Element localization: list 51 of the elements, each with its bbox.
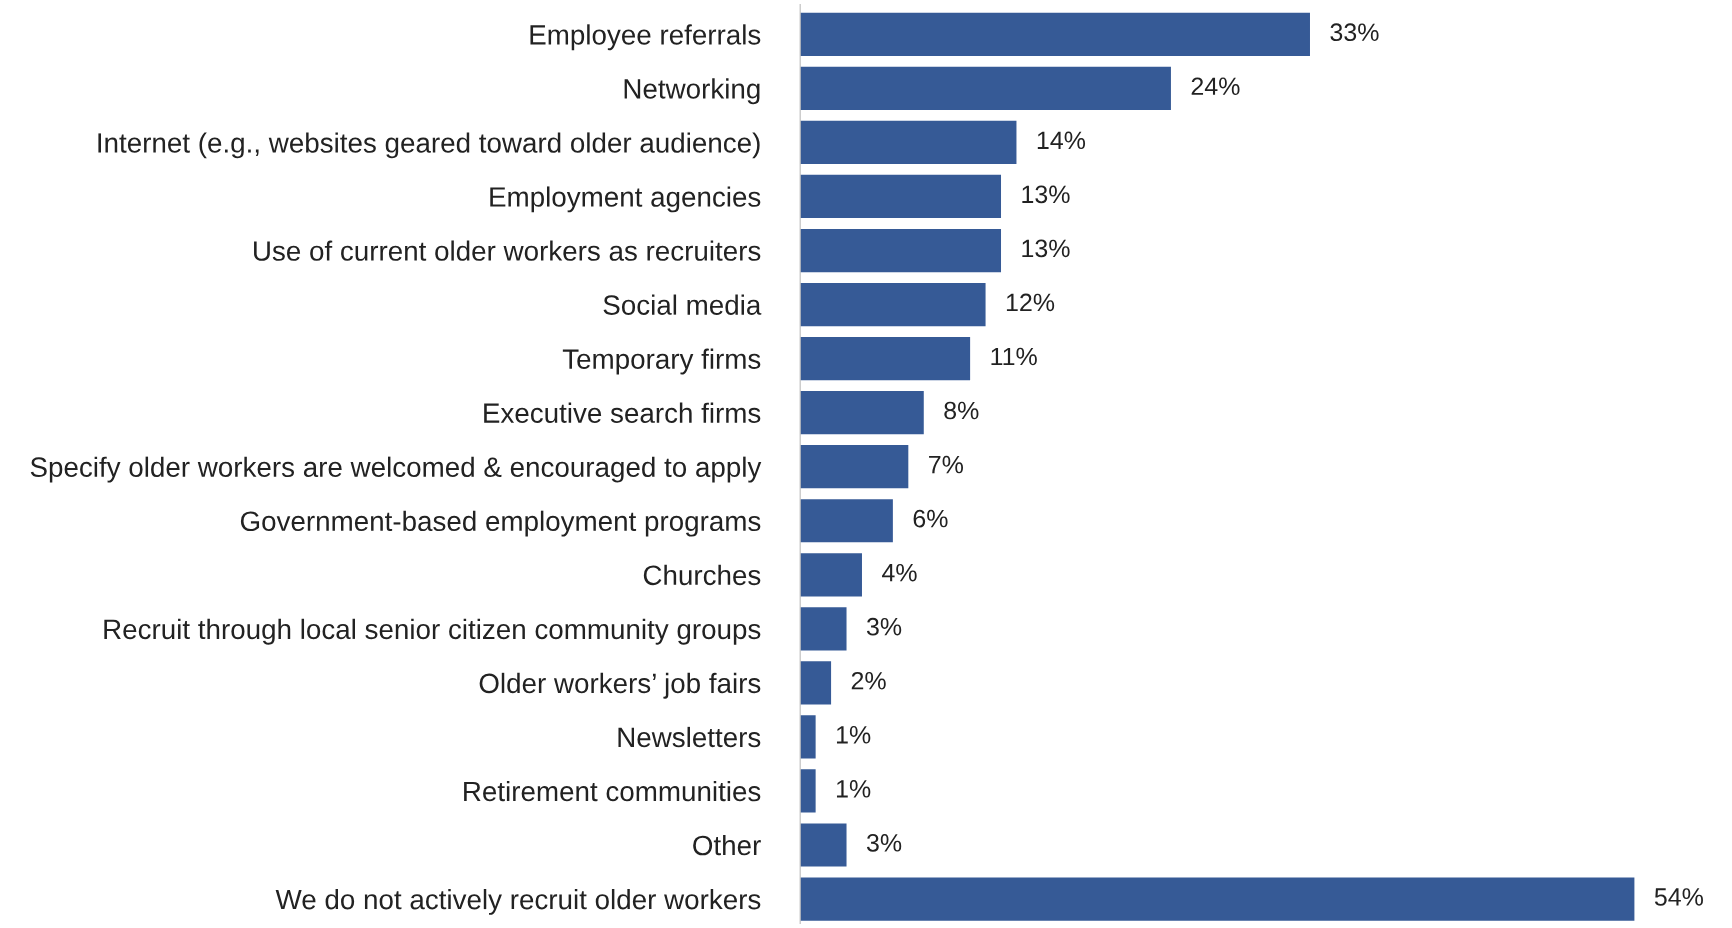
bar	[800, 282, 986, 327]
data-label: 12%	[1006, 293, 1055, 312]
bar	[800, 228, 1002, 273]
bar	[800, 877, 1635, 921]
data-label: 13%	[1022, 239, 1070, 258]
y-tick-label: Other	[693, 834, 761, 856]
y-tick-label: Use of current older workers as recruiters	[254, 240, 761, 261]
y-tick-label: Newsletters	[618, 726, 761, 748]
y-tick-label: Temporary firms	[562, 348, 761, 375]
bar	[800, 769, 816, 813]
bar	[800, 120, 1017, 165]
bar	[800, 391, 924, 435]
y-tick-label: Networking	[624, 78, 760, 105]
bar	[800, 553, 862, 597]
bar	[800, 174, 1002, 219]
bar	[800, 823, 847, 867]
data-label: 4%	[882, 563, 917, 582]
data-label: 54%	[1654, 888, 1703, 906]
data-label: 3%	[866, 834, 902, 852]
bar	[800, 607, 847, 651]
y-tick-label: Churches	[643, 564, 761, 586]
data-label: 6%	[913, 509, 948, 528]
bar	[800, 12, 1310, 56]
data-label: 14%	[1037, 131, 1086, 150]
data-label: 1%	[836, 780, 871, 798]
data-label: 1%	[836, 726, 871, 744]
data-label: 33%	[1330, 23, 1379, 42]
y-tick-label: Executive search firms	[484, 402, 761, 423]
bar	[800, 499, 893, 543]
y-tick-label: Internet (e.g., websites geared toward older audience)	[98, 132, 760, 159]
bar	[800, 715, 816, 759]
bar	[800, 337, 971, 381]
bar	[800, 661, 832, 705]
data-label: 13%	[1022, 185, 1070, 204]
y-tick-label: Government-based employment programs	[240, 510, 761, 537]
y-tick-label: Retirement communities	[464, 780, 761, 802]
data-label: 7%	[929, 455, 964, 474]
y-tick-label: Older workers’ job fairs	[479, 672, 761, 699]
y-tick-label: Employee referrals	[530, 24, 761, 51]
bar	[800, 66, 1171, 111]
data-label: 24%	[1191, 77, 1240, 96]
y-tick-label: Social media	[603, 294, 762, 315]
data-label: 2%	[851, 671, 886, 690]
data-label: 8%	[944, 401, 979, 420]
y-tick-label: Specify older workers are welcomed & encouraged to apply	[30, 456, 762, 483]
y-tick-label: We do not actively recruit older workers	[275, 888, 761, 915]
data-label: 11%	[991, 347, 1037, 366]
data-label: 3%	[866, 617, 902, 636]
y-tick-label: Employment agencies	[490, 186, 761, 213]
bar	[800, 445, 909, 489]
y-tick-label: Recruit through local senior citizen community groups	[104, 618, 761, 645]
